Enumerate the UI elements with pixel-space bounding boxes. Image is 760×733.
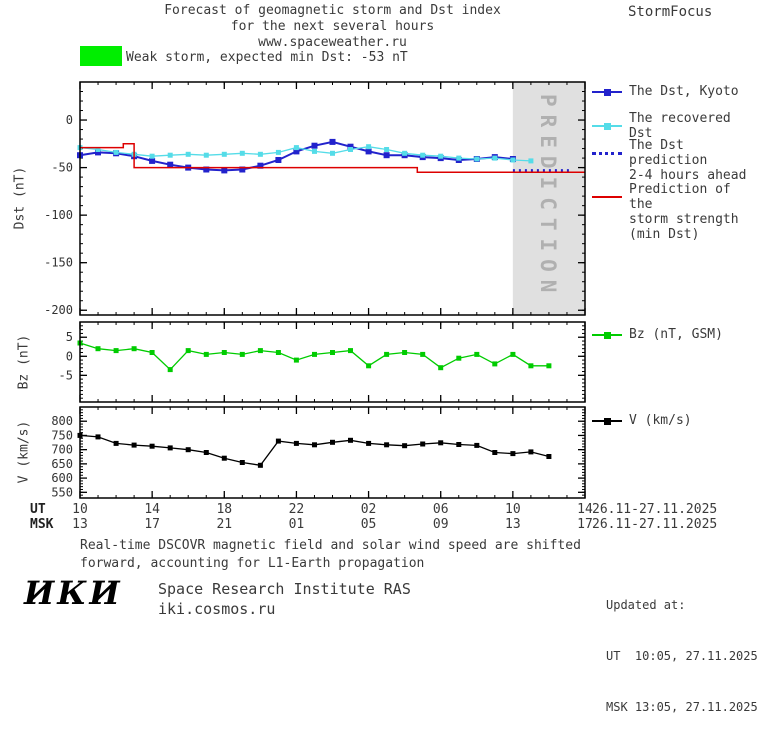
svg-text:550: 550 <box>51 485 73 499</box>
updated-ut: UT 10:05, 27.11.2025 <box>606 649 758 663</box>
x-tick-label: 14 <box>144 502 160 517</box>
x-tick-label: 22 <box>288 502 305 517</box>
x-tick-label: 18 <box>216 502 233 517</box>
dst-chart: PREDICTION 0 -50 -100 -150 -200 <box>44 81 586 317</box>
x-tick-label: 13 <box>505 517 521 532</box>
bz-legend-label: Bz (nT, GSM) <box>629 327 723 342</box>
storm-banner-text: Weak storm, expected min Dst: -53 nT <box>126 50 408 65</box>
msk-label: MSK <box>30 517 54 532</box>
v-marker <box>604 417 611 425</box>
x-tick-label: 10 <box>505 502 521 517</box>
recovered-dst-marker <box>604 123 611 130</box>
brand-stormfocus: StormFocus <box>628 4 713 20</box>
footnote-line-1: Real-time DSCOVR magnetic field and sola… <box>80 538 581 553</box>
page-title: Forecast of geomagnetic storm and Dst in… <box>80 3 585 51</box>
legend-dst-kyoto: The Dst, Kyoto <box>592 84 760 99</box>
v-axis-label: V (km/s) <box>16 420 32 484</box>
svg-text:600: 600 <box>51 471 73 485</box>
dst-kyoto-marker <box>604 88 611 96</box>
svg-text:-50: -50 <box>51 161 73 175</box>
svg-text:750: 750 <box>51 428 73 442</box>
x-tick-label: 14 <box>577 502 593 517</box>
storm-strength-legend-label-1: Prediction of the <box>629 182 731 212</box>
bz-chart: 5 0 -5 <box>59 321 586 403</box>
iki-logo: ИКИ <box>24 574 123 612</box>
x-tick-label: 06 <box>432 502 449 517</box>
x-tick-label: 21 <box>216 517 233 532</box>
v-legend-label: V (km/s) <box>629 413 692 428</box>
recovered-dst-legend-label: The recovered Dst <box>629 111 731 141</box>
svg-text:0: 0 <box>66 349 73 363</box>
storm-strength-legend-icon <box>592 196 622 198</box>
x-tick-label: 13 <box>72 517 88 532</box>
x-tick-label: 02 <box>360 502 377 517</box>
legend-recovered-dst: The recovered Dst <box>592 111 760 141</box>
legend-v: V (km/s) <box>592 413 760 428</box>
v-legend-icon <box>592 417 622 425</box>
dst-kyoto-legend-label: The Dst, Kyoto <box>629 84 739 99</box>
dst-prediction-legend-label-2: 2-4 hours ahead <box>629 168 747 183</box>
bz-axis-label: Bz (nT) <box>16 334 32 390</box>
updated-block: Updated at: UT 10:05, 27.11.2025 MSK 13:… <box>606 563 758 733</box>
x-tick-label: 17 <box>577 517 593 532</box>
ut-label: UT <box>30 502 46 517</box>
dst-prediction-legend-label-1: The Dst prediction <box>629 138 708 168</box>
storm-level-swatch <box>80 46 122 66</box>
svg-text:5: 5 <box>66 330 73 344</box>
svg-text:800: 800 <box>51 414 73 428</box>
legend-bz: Bz (nT, GSM) <box>592 327 760 342</box>
institute-site-link[interactable]: iki.cosmos.ru <box>158 600 276 618</box>
title-line-1: Forecast of geomagnetic storm and Dst in… <box>164 3 501 18</box>
x-tick-label: 10 <box>72 502 88 517</box>
legend-storm-strength: Prediction of the storm strength (min Ds… <box>592 182 760 242</box>
svg-text:650: 650 <box>51 457 73 471</box>
msk-date-range: 26.11-27.11.2025 <box>592 517 718 532</box>
svg-text:PREDICTION: PREDICTION <box>536 94 560 300</box>
svg-text:-100: -100 <box>44 208 73 222</box>
x-tick-label: 05 <box>360 517 377 532</box>
ut-axis-row: UT 26.11-27.11.2025 10 14 18 22 02 06 10 14 <box>0 502 760 517</box>
legend-dst-prediction: The Dst prediction 2-4 hours ahead <box>592 138 760 183</box>
footnote: Real-time DSCOVR magnetic field and sola… <box>80 537 581 573</box>
dst-prediction-legend-icon <box>592 151 622 155</box>
svg-text:-5: -5 <box>59 368 73 382</box>
updated-msk: MSK 13:05, 27.11.2025 <box>606 700 758 714</box>
x-tick-label: 17 <box>144 517 160 532</box>
title-url-link[interactable]: www.spaceweather.ru <box>258 35 407 50</box>
svg-text:700: 700 <box>51 443 73 457</box>
updated-title: Updated at: <box>606 598 686 612</box>
title-line-2: for the next several hours <box>230 19 435 34</box>
storm-strength-legend-label-2: storm strength <box>629 212 739 227</box>
x-tick-label: 09 <box>432 517 449 532</box>
x-tick-label: 01 <box>288 517 305 532</box>
dst-axis-label: Dst (nT) <box>12 166 28 230</box>
storm-strength-legend-label-3: (min Dst) <box>629 227 700 242</box>
svg-text:-200: -200 <box>44 303 73 317</box>
dst-kyoto-legend-icon <box>592 88 622 96</box>
bz-marker <box>604 331 611 339</box>
svg-text:0: 0 <box>66 113 73 127</box>
ut-date-range: 26.11-27.11.2025 <box>592 502 718 517</box>
institute-name: Space Research Institute RAS <box>158 580 411 598</box>
bz-legend-icon <box>592 331 622 339</box>
footnote-line-2: forward, accounting for L1-Earth propaga… <box>80 556 425 571</box>
svg-text:-150: -150 <box>44 256 73 270</box>
recovered-dst-legend-icon <box>592 123 622 130</box>
msk-axis-row: MSK 26.11-27.11.2025 13 17 21 01 05 09 13 17 <box>0 517 760 532</box>
